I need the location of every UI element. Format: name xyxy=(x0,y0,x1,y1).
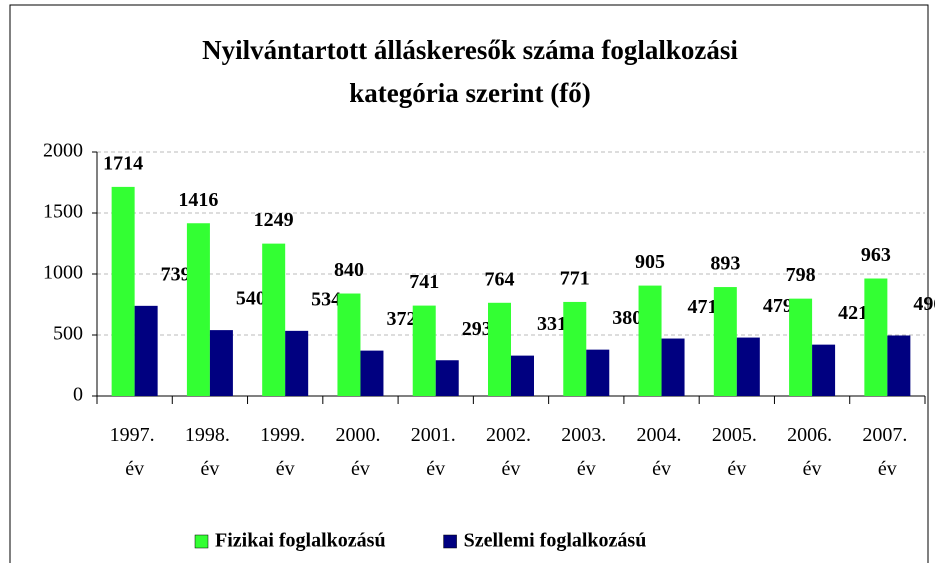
bar xyxy=(488,302,511,396)
value-label: 496 xyxy=(913,293,935,315)
chart-border xyxy=(9,4,929,563)
x-tick-label: 2000. év xyxy=(335,424,385,480)
bar xyxy=(186,223,210,396)
y-tick-label: 1000 xyxy=(43,262,83,284)
value-label: 421 xyxy=(838,302,868,324)
bar xyxy=(586,349,610,396)
bar xyxy=(736,337,760,396)
x-tick-label: 2002. év xyxy=(486,424,536,480)
value-label: 893 xyxy=(710,253,740,275)
value-label: 963 xyxy=(861,244,891,266)
value-label: 771 xyxy=(560,268,590,290)
value-label: 331 xyxy=(537,313,567,335)
x-tick-label: 1999. év xyxy=(260,424,310,480)
value-label: 741 xyxy=(409,271,439,293)
value-label: 380 xyxy=(612,307,642,329)
chart-title: kategória szerint (fő) xyxy=(349,78,590,108)
x-tick-label: 2003. év xyxy=(561,424,611,480)
value-label: 471 xyxy=(688,296,718,318)
chart-title: Nyilvántartott álláskeresők száma foglal… xyxy=(202,35,738,65)
value-label: 764 xyxy=(485,268,515,290)
value-label: 1249 xyxy=(254,209,294,231)
bar xyxy=(789,298,813,396)
bar xyxy=(563,301,587,396)
bar xyxy=(209,330,233,396)
bar xyxy=(412,305,436,396)
x-tick-label: 2001. év xyxy=(411,424,461,480)
x-tick-label: 2004. év xyxy=(637,424,687,480)
bar xyxy=(638,285,662,396)
bar xyxy=(713,287,737,396)
y-tick-label: 2000 xyxy=(43,140,83,162)
value-label: 905 xyxy=(635,251,665,273)
y-tick-label: 0 xyxy=(73,384,83,406)
bar xyxy=(661,338,685,396)
bar xyxy=(262,243,286,396)
legend-label: Szellemi foglalkozású xyxy=(464,530,647,552)
bar xyxy=(864,278,888,396)
y-tick-label: 1500 xyxy=(43,201,83,223)
bar xyxy=(511,355,534,396)
value-label: 372 xyxy=(386,308,416,330)
x-tick-label: 2007. év xyxy=(862,424,912,480)
legend-swatch xyxy=(443,534,457,549)
x-tick-label: 2005. év xyxy=(712,424,762,480)
x-tick-label: 1998. év xyxy=(185,424,235,480)
value-label: 534 xyxy=(311,288,341,310)
value-label: 1416 xyxy=(178,189,218,211)
value-label: 540 xyxy=(236,288,266,310)
value-label: 293 xyxy=(462,318,492,340)
bar xyxy=(887,335,911,396)
bar xyxy=(435,360,459,396)
x-tick-label: 2006. év xyxy=(787,424,837,480)
value-label: 479 xyxy=(763,295,793,317)
bar xyxy=(285,330,309,396)
value-label: 840 xyxy=(334,259,364,281)
legend-label: Fizikai foglalkozású xyxy=(215,530,386,552)
value-label: 739 xyxy=(161,263,191,285)
bar xyxy=(812,344,836,396)
value-label: 798 xyxy=(786,264,816,286)
legend-swatch xyxy=(194,534,209,549)
bar xyxy=(134,305,158,396)
bar xyxy=(337,293,361,396)
value-label: 1714 xyxy=(103,152,143,174)
bar xyxy=(360,350,384,396)
y-tick-label: 500 xyxy=(53,323,83,345)
x-tick-label: 1997. év xyxy=(110,424,160,480)
bar xyxy=(111,186,135,396)
